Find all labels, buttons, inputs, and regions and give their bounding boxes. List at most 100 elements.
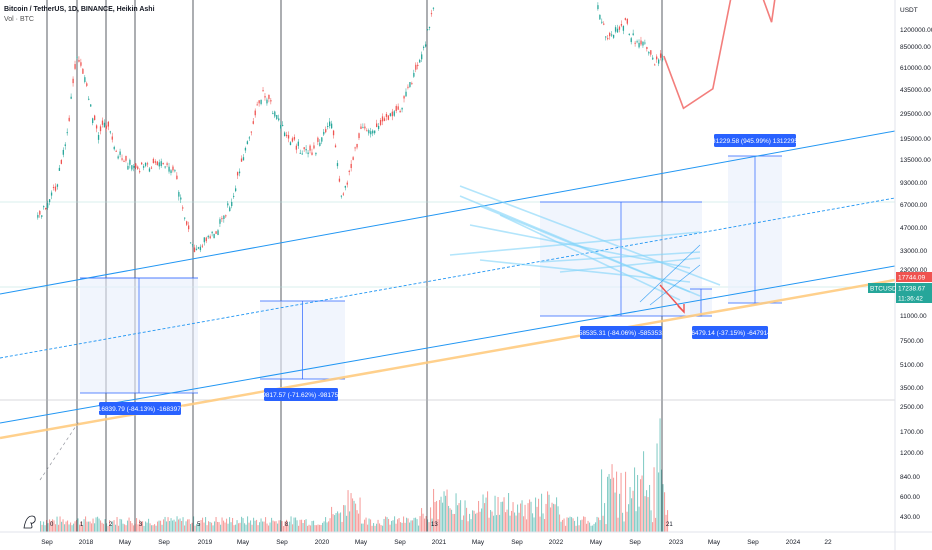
candle <box>640 40 642 45</box>
candle <box>340 195 343 197</box>
candle <box>252 121 254 124</box>
candle <box>115 150 117 152</box>
candle <box>199 246 202 251</box>
volume-bar <box>508 493 510 532</box>
time-tick-label: May <box>119 539 132 546</box>
volume-bar <box>53 520 55 532</box>
volume-bar <box>274 521 276 532</box>
volume-bar <box>502 501 504 532</box>
measure-label-box <box>714 134 796 147</box>
volume-bar <box>295 517 297 532</box>
volume-bar <box>248 522 250 532</box>
volume-bar <box>107 525 109 532</box>
candle <box>401 107 403 110</box>
volume-bar <box>485 497 487 532</box>
candle <box>56 184 59 187</box>
volume-bar <box>82 525 84 532</box>
volume-bar <box>461 519 463 532</box>
measure-label: -16839.79 (-84.13%) -1683979 <box>96 402 185 415</box>
candle <box>235 188 237 192</box>
candle <box>428 26 431 28</box>
candle <box>358 133 360 139</box>
price-tick-label: 23000.00 <box>900 267 927 274</box>
candle <box>628 33 630 35</box>
candle <box>195 248 198 250</box>
volume-bar <box>611 464 613 532</box>
candle <box>297 141 299 146</box>
candle <box>603 23 605 25</box>
volume-bar <box>554 504 556 532</box>
volume-bar <box>301 519 303 532</box>
price-tag-last-box <box>896 272 932 282</box>
volume-bar <box>635 511 637 532</box>
volume-bar <box>193 516 195 532</box>
volume-bar <box>335 513 337 532</box>
volume-bar <box>545 503 547 532</box>
dashed-projection <box>39 419 81 481</box>
candle <box>121 158 123 160</box>
volume-bar <box>283 525 285 532</box>
candle <box>307 152 309 155</box>
volume-bar <box>340 512 342 532</box>
candle <box>125 155 127 161</box>
cycle-number: 5 <box>197 522 201 528</box>
candle <box>233 195 235 197</box>
candle <box>246 141 249 145</box>
volume-bar <box>83 519 85 532</box>
price-tag-current-text: 17238.67 <box>898 286 925 293</box>
volume-bar <box>496 515 498 532</box>
volume-bar <box>563 518 565 532</box>
volume-bar <box>329 518 331 532</box>
volume-bar <box>238 523 240 532</box>
volume-bar <box>445 495 447 532</box>
volume-bar <box>259 522 261 532</box>
fan-ray <box>639 244 701 303</box>
volume-bar <box>319 524 321 532</box>
candle <box>368 130 370 134</box>
measure-label: -6479.14 (-37.15%) -647914 <box>689 326 771 339</box>
candle <box>94 115 96 120</box>
volume-bar <box>52 519 54 532</box>
volume-bar <box>179 518 181 532</box>
candle <box>148 168 151 172</box>
volume-bar <box>236 520 238 532</box>
projection <box>659 0 776 314</box>
volume-bar <box>313 520 315 532</box>
time-tick-label: May <box>708 539 721 546</box>
volume-bar <box>454 513 456 532</box>
volume-bar <box>482 494 484 532</box>
volume-bar <box>517 504 519 532</box>
candle <box>197 247 200 249</box>
volume-bar <box>457 505 459 532</box>
volume-bar <box>227 523 229 532</box>
candle <box>172 166 174 171</box>
volume-bar <box>172 520 174 532</box>
candle <box>424 44 427 47</box>
volume-bar <box>68 524 70 532</box>
volume-bar <box>241 516 243 532</box>
price-tick-label: 47000.00 <box>900 225 927 232</box>
volume-bar <box>41 524 43 532</box>
volume-bar <box>580 520 582 532</box>
candle <box>264 96 266 98</box>
volume-bar <box>623 521 625 532</box>
volume-bar <box>608 474 610 532</box>
price-tick-label: 93000.00 <box>900 180 927 187</box>
price-tag-current: 17238.67 <box>896 283 932 293</box>
volume-bar <box>92 518 94 532</box>
volume-bar <box>551 502 553 532</box>
candle <box>248 137 251 139</box>
volume-bar <box>512 502 514 532</box>
candle <box>184 217 186 219</box>
candle <box>39 210 41 215</box>
volume-bar <box>436 500 438 532</box>
candle <box>101 120 104 125</box>
time-tick-label: 2023 <box>669 539 684 546</box>
volume-bar <box>302 523 304 532</box>
candle <box>107 121 110 127</box>
candle <box>158 162 160 167</box>
volume-bar <box>314 525 316 532</box>
candle <box>327 125 329 127</box>
volume-bar <box>98 518 100 532</box>
